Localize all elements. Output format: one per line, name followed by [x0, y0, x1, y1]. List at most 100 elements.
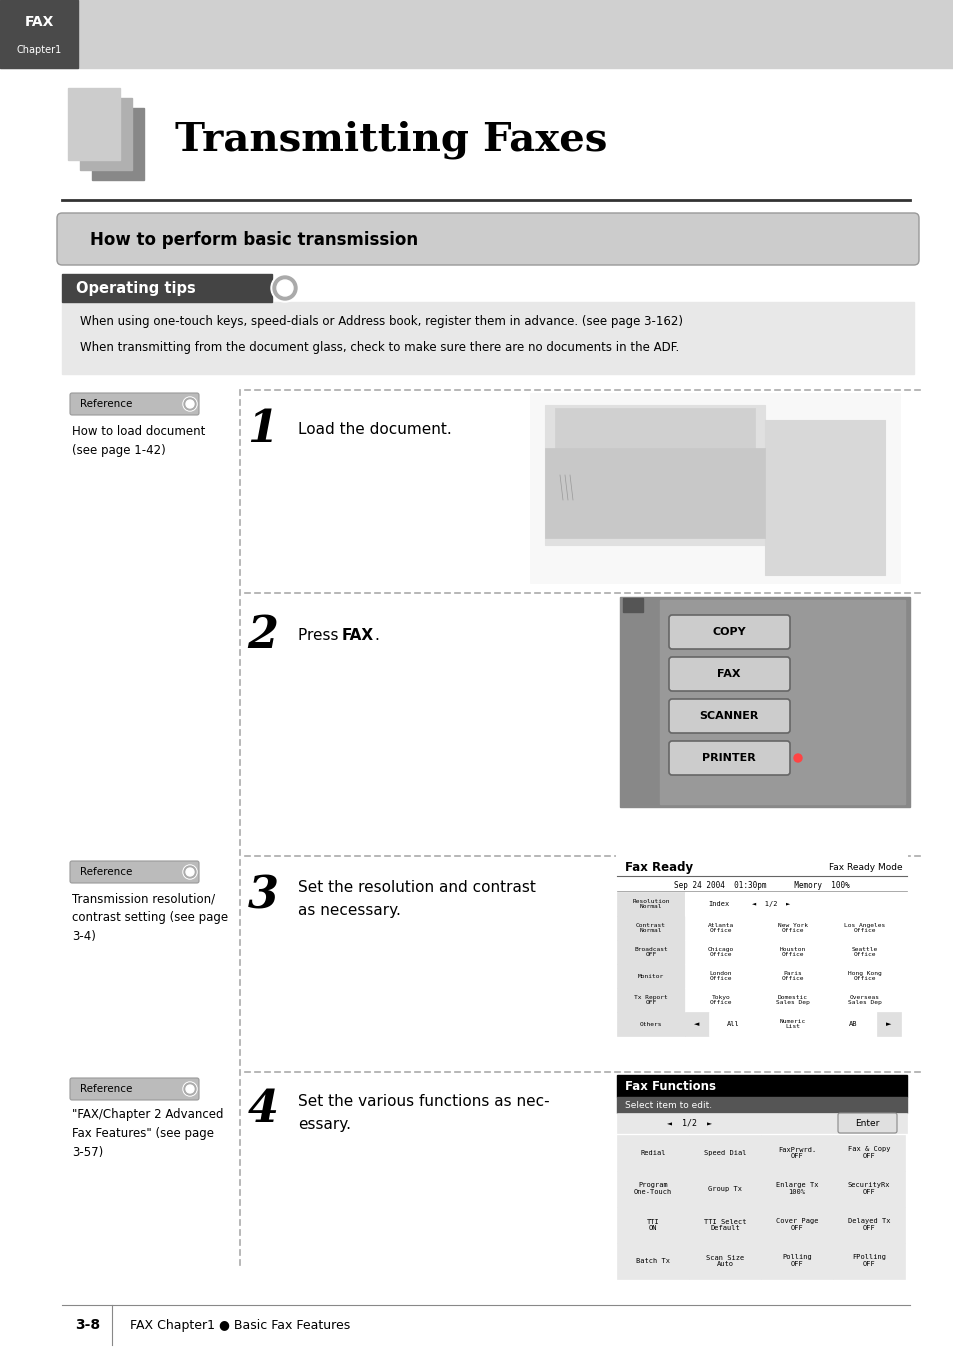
Bar [760, 1207, 832, 1243]
Text: Contrast
Normal: Contrast Normal [636, 922, 665, 933]
Text: When transmitting from the document glass, check to make sure there are no docum: When transmitting from the document glas… [80, 342, 679, 355]
Text: AB: AB [848, 1021, 857, 1027]
Text: as necessary.: as necessary. [297, 903, 400, 918]
Bar [617, 1012, 684, 1035]
Text: SCANNER: SCANNER [699, 711, 758, 721]
Circle shape [273, 275, 296, 300]
Text: Tx Report
OFF: Tx Report OFF [634, 995, 667, 1006]
Bar [0, 0, 953, 68]
FancyBboxPatch shape [668, 657, 789, 691]
Bar [876, 1012, 900, 1035]
FancyBboxPatch shape [668, 699, 789, 733]
Text: Paris
Office: Paris Office [781, 971, 803, 981]
Bar [617, 1207, 688, 1243]
Circle shape [184, 1083, 195, 1095]
Bar [828, 940, 900, 964]
Bar [684, 940, 757, 964]
Circle shape [186, 1085, 193, 1094]
Text: Operating tips: Operating tips [76, 281, 195, 296]
Text: ◄: ◄ [694, 1021, 699, 1027]
Text: Fax Ready: Fax Ready [624, 861, 693, 875]
Text: Index: Index [708, 900, 729, 907]
Text: How to perform basic transmission: How to perform basic transmission [90, 231, 417, 248]
Text: Seattle
Office: Seattle Office [851, 946, 877, 957]
Bar [544, 448, 764, 539]
Bar [617, 1075, 906, 1291]
Circle shape [186, 868, 193, 876]
Bar [688, 1207, 760, 1243]
Bar [684, 1012, 708, 1035]
Text: 2: 2 [247, 613, 278, 656]
Bar [617, 856, 906, 1046]
Text: Overseas
Sales Dep: Overseas Sales Dep [847, 995, 881, 1006]
Text: Enlarge Tx
100%: Enlarge Tx 100% [775, 1183, 818, 1196]
Text: Sep 24 2004  01:30pm      Memory  100%: Sep 24 2004 01:30pm Memory 100% [674, 880, 849, 890]
Text: Transmission resolution/
contrast setting (see page
3-4): Transmission resolution/ contrast settin… [71, 892, 228, 944]
Circle shape [183, 1081, 196, 1096]
Bar [832, 1170, 904, 1207]
Circle shape [184, 398, 195, 410]
FancyBboxPatch shape [70, 1079, 199, 1100]
Text: Scan Size
Auto: Scan Size Auto [705, 1254, 743, 1268]
FancyBboxPatch shape [57, 213, 918, 265]
FancyBboxPatch shape [70, 393, 199, 414]
Bar [760, 1135, 832, 1170]
Text: Redial: Redial [639, 1150, 665, 1156]
Text: Houston
Office: Houston Office [779, 946, 805, 957]
Text: Select item to edit.: Select item to edit. [624, 1100, 711, 1110]
Text: FAX Chapter1 ● Basic Fax Features: FAX Chapter1 ● Basic Fax Features [130, 1319, 350, 1331]
Bar [617, 1243, 688, 1278]
Text: Set the resolution and contrast: Set the resolution and contrast [297, 880, 536, 895]
Text: PRINTER: PRINTER [701, 753, 755, 763]
Circle shape [793, 755, 801, 761]
Bar [617, 1075, 906, 1098]
Text: Set the various functions as nec-: Set the various functions as nec- [297, 1095, 549, 1110]
Text: Fax Functions: Fax Functions [624, 1080, 716, 1092]
Bar [91, 108, 144, 180]
Text: Batch Tx: Batch Tx [636, 1258, 669, 1264]
Text: FAX: FAX [341, 628, 374, 643]
Text: FAX: FAX [717, 670, 740, 679]
Bar [760, 1243, 832, 1278]
Text: How to load document
(see page 1-42): How to load document (see page 1-42) [71, 425, 205, 458]
Text: When using one-touch keys, speed-dials or Address book, register them in advance: When using one-touch keys, speed-dials o… [80, 316, 682, 328]
Text: ◄  1/2  ►: ◄ 1/2 ► [667, 1119, 712, 1127]
Bar [617, 1098, 906, 1112]
Circle shape [276, 279, 293, 296]
Text: New York
Office: New York Office [778, 922, 807, 933]
Bar [617, 940, 684, 964]
Bar [684, 988, 757, 1012]
Text: TTI Select
Default: TTI Select Default [703, 1219, 745, 1231]
Bar [764, 420, 884, 575]
Bar [555, 408, 754, 448]
Text: Tokyo
Office: Tokyo Office [709, 995, 732, 1006]
Text: Delayed Tx
OFF: Delayed Tx OFF [847, 1219, 889, 1231]
Bar [688, 1243, 760, 1278]
Bar [617, 892, 684, 917]
Bar [832, 1135, 904, 1170]
Text: Broadcast
OFF: Broadcast OFF [634, 946, 667, 957]
Bar [832, 1243, 904, 1278]
Bar [617, 964, 684, 988]
FancyBboxPatch shape [837, 1112, 896, 1133]
Text: TTI
ON: TTI ON [646, 1219, 659, 1231]
Text: 3-8: 3-8 [75, 1318, 100, 1332]
Bar [684, 892, 752, 917]
Bar [828, 964, 900, 988]
Text: Group Tx: Group Tx [707, 1187, 741, 1192]
Text: FPolling
OFF: FPolling OFF [851, 1254, 885, 1268]
Circle shape [184, 865, 195, 878]
Bar [708, 1012, 757, 1035]
Text: essary.: essary. [297, 1116, 351, 1131]
Bar [619, 597, 909, 807]
Text: Atlanta
Office: Atlanta Office [707, 922, 734, 933]
Bar [659, 599, 904, 805]
Bar [62, 274, 272, 302]
Circle shape [183, 397, 196, 410]
Text: ►: ► [885, 1021, 891, 1027]
Bar [68, 88, 120, 161]
Text: SecurityRx
OFF: SecurityRx OFF [847, 1183, 889, 1196]
Text: Reference: Reference [80, 1084, 132, 1094]
Circle shape [183, 865, 196, 879]
Bar [684, 964, 757, 988]
